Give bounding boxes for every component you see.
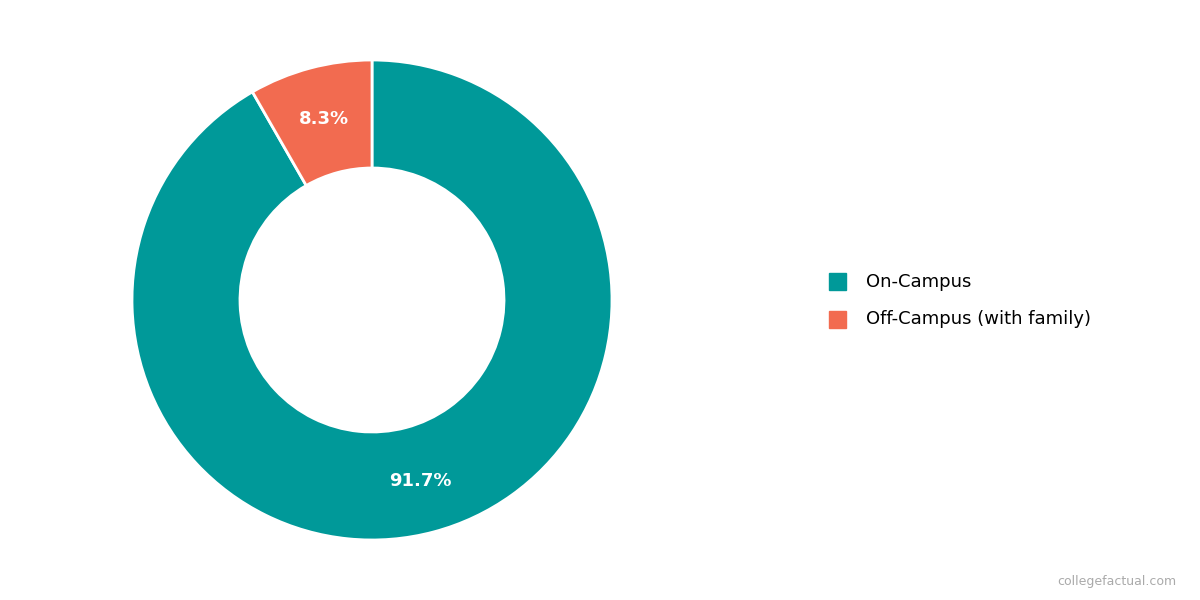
Text: collegefactual.com: collegefactual.com bbox=[1057, 575, 1176, 588]
Text: 8.3%: 8.3% bbox=[299, 110, 349, 128]
Wedge shape bbox=[252, 60, 372, 185]
Text: 91.7%: 91.7% bbox=[389, 472, 451, 490]
Wedge shape bbox=[132, 60, 612, 540]
Legend: On-Campus, Off-Campus (with family): On-Campus, Off-Campus (with family) bbox=[821, 263, 1099, 337]
